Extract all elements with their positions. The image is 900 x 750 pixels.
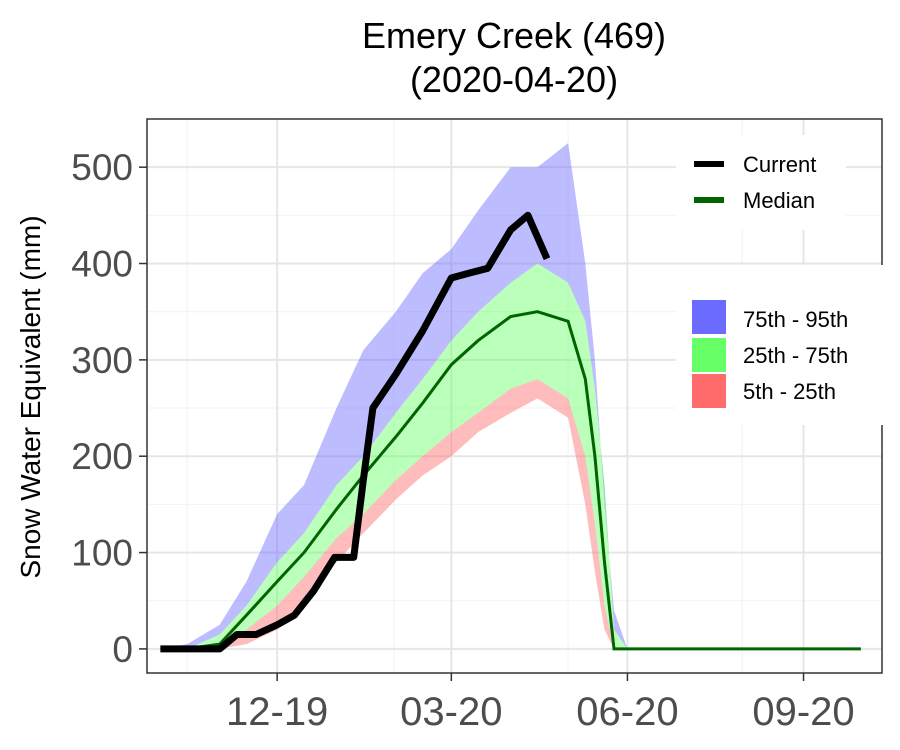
data-lines [160, 211, 861, 653]
legend-band-5-25-key [692, 374, 726, 408]
y-axis: 0 100 200 300 400 500 [71, 147, 147, 670]
legend-lines: Current Median [676, 135, 846, 230]
legend-bands: 75th - 95th 25th - 75th 5th - 25th [676, 265, 886, 425]
median-line [160, 310, 861, 651]
y-tick-label: 400 [71, 244, 133, 285]
y-tick-label: 100 [71, 533, 133, 574]
band-25-75 [160, 263, 861, 649]
legend-band-75-95-key [692, 300, 726, 334]
legend-band-5-25-label: 5th - 25th [743, 379, 836, 404]
x-tick-label: 12-19 [226, 690, 328, 734]
chart-title: Emery Creek (469) [362, 15, 666, 56]
y-tick-label: 0 [112, 629, 133, 670]
legend-lines-box [676, 135, 846, 230]
band-75-95 [160, 143, 861, 649]
x-tick-label: 09-20 [752, 690, 854, 734]
legend-band-25-75-key [692, 338, 726, 372]
x-tick-label: 06-20 [576, 690, 678, 734]
current-line [160, 211, 551, 653]
x-axis: 12-19 03-20 06-20 09-20 [226, 673, 855, 734]
chart-subtitle: (2020-04-20) [410, 59, 618, 100]
legend-current-label: Current [743, 152, 816, 177]
y-tick-label: 500 [71, 147, 133, 188]
y-tick-label: 200 [71, 436, 133, 477]
percentile-bands [160, 143, 861, 649]
legend-median-label: Median [743, 188, 815, 213]
x-tick-label: 03-20 [400, 690, 502, 734]
y-tick-label: 300 [71, 340, 133, 381]
y-axis-label: Snow Water Equivalent (mm) [15, 215, 46, 578]
legend-band-25-75-label: 25th - 75th [743, 343, 848, 368]
legend-band-75-95-label: 75th - 95th [743, 307, 848, 332]
